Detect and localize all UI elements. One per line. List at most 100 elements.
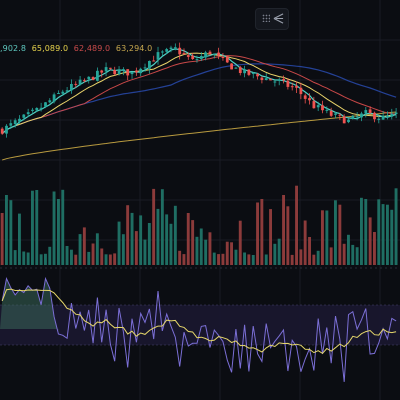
candle-body-91	[394, 112, 398, 114]
volume-bar-28	[121, 234, 125, 265]
ma-value-3: 62,489.0	[73, 44, 111, 53]
candle-body-55	[238, 67, 242, 73]
volume-bar-23	[100, 248, 104, 265]
volume-bar-50	[217, 254, 220, 265]
volume-bar-90	[390, 209, 394, 265]
candle-body-67	[290, 86, 294, 88]
candle-body-25	[109, 67, 112, 69]
volume-bar-83	[360, 197, 363, 265]
candle-body-48	[208, 51, 212, 55]
candle-body-84	[364, 110, 368, 114]
candle-body-41	[178, 47, 182, 55]
candle-body-10	[44, 102, 47, 107]
candle-body-45	[195, 59, 199, 61]
candle-body-81	[351, 115, 355, 119]
candle-body-82	[355, 116, 359, 118]
volume-bar-21	[91, 243, 95, 265]
volume-bar-43	[186, 213, 190, 265]
candle-body-66	[286, 80, 290, 87]
candle-body-51	[221, 57, 225, 58]
volume-bar-67	[290, 254, 294, 265]
candle-body-18	[78, 79, 82, 85]
volume-bar-76	[329, 247, 333, 265]
candle-body-0	[0, 128, 4, 134]
volume-bar-78	[338, 204, 342, 265]
volume-bar-54	[234, 249, 238, 265]
ma-value-4: 63,294.0	[115, 44, 153, 53]
candle-body-77	[334, 113, 337, 115]
candle-body-39	[169, 47, 173, 49]
volume-bar-88	[381, 204, 385, 265]
volume-bar-10	[44, 253, 47, 265]
candle-body-57	[247, 69, 251, 75]
candle-body-7	[31, 109, 34, 111]
candle-body-69	[299, 87, 303, 95]
volume-bar-3	[13, 250, 17, 265]
volume-bars	[0, 185, 398, 265]
volume-bar-44	[191, 220, 195, 265]
candle-body-43	[186, 55, 190, 57]
candle-body-70	[303, 95, 307, 99]
volume-bar-59	[256, 202, 259, 265]
candle-body-15	[65, 90, 69, 92]
volume-bar-64	[277, 238, 281, 265]
candle-body-37	[161, 51, 164, 53]
candle-body-58	[251, 72, 255, 74]
candle-body-76	[329, 110, 333, 116]
volume-bar-40	[173, 205, 177, 265]
candle-body-86	[373, 112, 376, 120]
volume-bar-52	[225, 241, 229, 265]
volume-bar-77	[334, 200, 337, 265]
candle-body-30	[130, 72, 134, 75]
volume-bar-66	[286, 206, 290, 265]
candle-body-83	[360, 113, 363, 118]
volume-bar-49	[212, 252, 216, 265]
candle-body-59	[256, 74, 259, 77]
moving-average-lines	[1, 48, 397, 161]
volume-bar-91	[394, 188, 398, 265]
volume-bar-86	[373, 232, 376, 265]
candle-body-36	[156, 52, 160, 60]
oscillator-signal-line	[1, 288, 397, 355]
candle-body-2	[9, 123, 13, 126]
volume-bar-70	[303, 220, 307, 265]
candle-body-3	[13, 120, 17, 124]
candle-body-1	[5, 125, 8, 134]
grid-dots-icon[interactable]	[262, 14, 270, 22]
drawing-tool-icon[interactable]	[273, 13, 284, 24]
candle-body-4	[18, 118, 21, 122]
volume-bar-68	[295, 185, 298, 265]
volume-bar-32	[139, 215, 143, 265]
volume-bar-19	[82, 227, 86, 265]
candle-body-24	[104, 67, 108, 72]
ma-long-line	[2, 111, 397, 161]
volume-bar-69	[299, 249, 303, 265]
candle-body-31	[135, 70, 138, 73]
volume-bar-18	[78, 234, 82, 265]
candle-body-20	[87, 76, 91, 80]
candle-body-53	[230, 63, 233, 70]
candle-body-44	[191, 55, 195, 59]
volume-bar-9	[39, 254, 43, 265]
volume-bar-2	[9, 200, 13, 265]
volume-bar-15	[65, 246, 69, 265]
volume-bar-62	[269, 209, 272, 265]
candle-body-34	[148, 61, 151, 69]
ma-mid-line	[1, 52, 397, 135]
volume-bar-16	[70, 249, 73, 265]
candle-body-68	[295, 86, 298, 88]
candle-body-65	[282, 79, 285, 81]
candle-body-16	[70, 84, 73, 91]
candle-body-61	[264, 78, 268, 80]
candle-body-49	[212, 53, 216, 55]
candle-body-50	[217, 52, 220, 56]
volume-bar-48	[208, 232, 212, 265]
candle-body-12	[52, 94, 56, 102]
chart-toolbar[interactable]	[255, 8, 289, 30]
candle-body-60	[260, 77, 264, 80]
candle-body-11	[48, 100, 52, 103]
candle-body-33	[143, 67, 147, 69]
candle-body-38	[165, 49, 169, 52]
volume-bar-0	[0, 213, 4, 265]
